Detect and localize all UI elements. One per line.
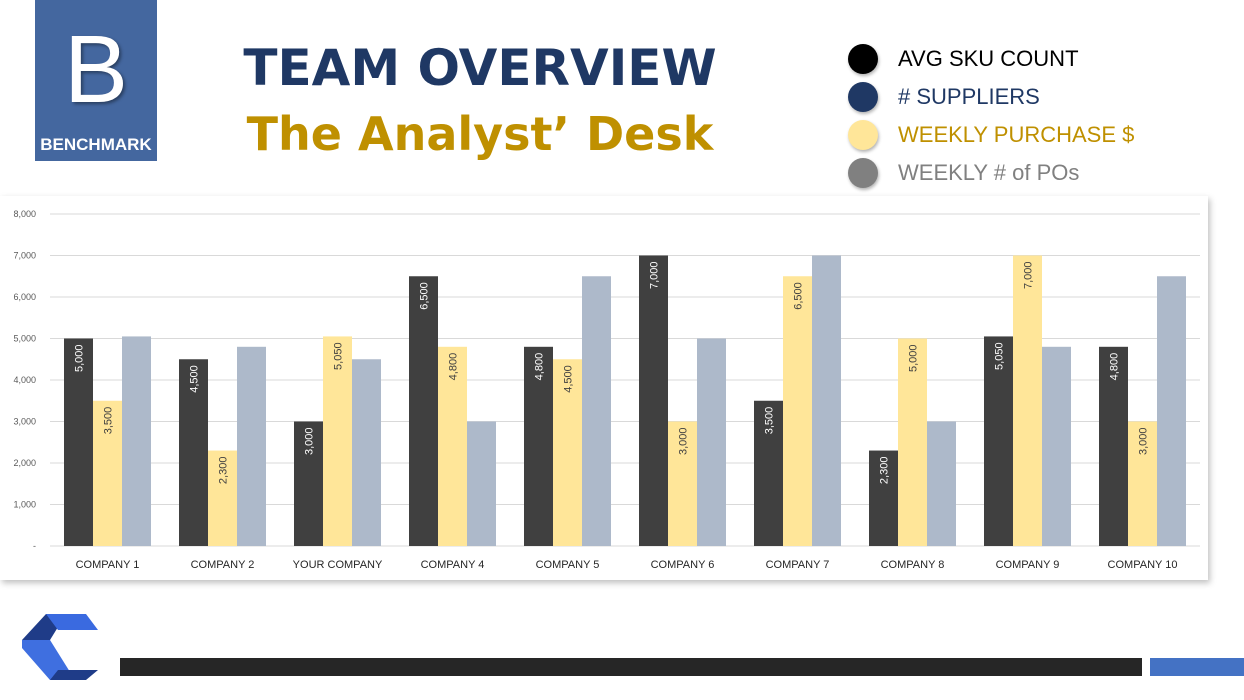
bar [898,338,927,546]
legend-item-suppliers: # SUPPLIERS [848,78,1134,116]
bar [1099,346,1128,546]
page-subtitle: The Analyst’ Desk [246,107,714,161]
data-label: 3,000 [678,428,690,456]
x-tick-label: COMPANY 6 [651,559,715,571]
x-tick-label: COMPANY 5 [536,559,600,571]
bar [783,276,812,546]
bar [553,359,582,546]
x-tick-label: COMPANY 4 [421,559,485,571]
y-tick-label: 3,000 [13,417,36,427]
data-label: 7,000 [1023,262,1035,290]
bar [323,336,352,546]
data-label: 6,500 [793,282,805,310]
x-tick-label: COMPANY 8 [881,559,945,571]
bar-chart: - 1,000 2,000 3,000 4,000 5,000 6,000 7,000 8,00… [13,209,1200,571]
y-tick-label: 7,000 [13,251,36,261]
data-label: 4,500 [563,365,575,393]
benchmark-logo: B BENCHMARK [35,0,157,161]
bar [869,450,898,546]
logo-label: BENCHMARK [40,135,152,154]
x-tick-label: COMPANY 9 [996,559,1060,571]
footer-accent [1150,658,1244,676]
bar [668,421,697,546]
legend: AVG SKU COUNT # SUPPLIERS WEEKLY PURCHAS… [848,40,1134,192]
data-label: 5,050 [994,342,1006,370]
chart-panel: - 1,000 2,000 3,000 4,000 5,000 6,000 7,000 8,00… [0,196,1208,580]
x-tick-label: COMPANY 10 [1108,559,1178,571]
logo-letter: B [63,16,129,123]
data-label: 6,500 [419,282,431,310]
data-label: 2,300 [879,457,891,485]
legend-dot [848,120,878,150]
legend-label: WEEKLY PURCHASE $ [898,122,1135,147]
legend-dot [848,82,878,112]
bar [467,421,496,546]
bar [179,359,208,546]
bar [409,276,438,546]
bar [438,346,467,546]
data-label: 3,500 [103,407,115,435]
bar [237,346,266,546]
bar [697,338,726,546]
legend-item-purchase: WEEKLY PURCHASE $ [848,116,1134,154]
bar [927,421,956,546]
y-tick-label: - [33,541,36,551]
y-tick-label: 8,000 [13,209,36,219]
y-tick-label: 2,000 [13,458,36,468]
bar [754,400,783,546]
data-label: 2,300 [218,457,230,485]
bar [1157,276,1186,546]
data-label: 3,000 [1138,428,1150,456]
bar [93,400,122,546]
company-logo-icon [22,614,98,680]
legend-dot [848,44,878,74]
bar [294,421,323,546]
data-label: 5,000 [74,345,86,373]
x-tick-label: COMPANY 2 [191,559,255,571]
bar [524,346,553,546]
legend-dot [848,158,878,188]
legend-item-pos: WEEKLY # of POs [848,154,1134,192]
legend-label: AVG SKU COUNT [898,46,1079,71]
data-label: 5,000 [908,345,920,373]
bar [122,336,151,546]
bar [582,276,611,546]
y-tick-label: 4,000 [13,375,36,385]
bar [1042,346,1071,546]
legend-label: # SUPPLIERS [898,84,1040,109]
bar [64,338,93,546]
x-tick-label: COMPANY 1 [76,559,140,571]
x-tick-label: YOUR COMPANY [293,559,383,571]
bar [352,359,381,546]
x-tick-label: COMPANY 7 [766,559,830,571]
bar [812,255,841,546]
bar [1128,421,1157,546]
y-tick-label: 6,000 [13,292,36,302]
data-label: 3,500 [764,407,776,435]
footer-bar [120,658,1142,676]
bar [639,255,668,546]
bar [984,336,1013,546]
y-tick-label: 1,000 [13,500,36,510]
data-label: 4,800 [1109,353,1121,381]
data-label: 4,500 [189,365,201,393]
legend-item-sku: AVG SKU COUNT [848,40,1134,78]
data-label: 7,000 [649,262,661,290]
bar [1013,255,1042,546]
data-label: 3,000 [304,428,316,456]
data-label: 4,800 [534,353,546,381]
data-label: 5,050 [333,342,345,370]
legend-label: WEEKLY # of POs [898,160,1080,185]
y-tick-label: 5,000 [13,334,36,344]
bar [208,450,237,546]
data-label: 4,800 [448,353,460,381]
page-title: TEAM OVERVIEW [243,39,717,97]
